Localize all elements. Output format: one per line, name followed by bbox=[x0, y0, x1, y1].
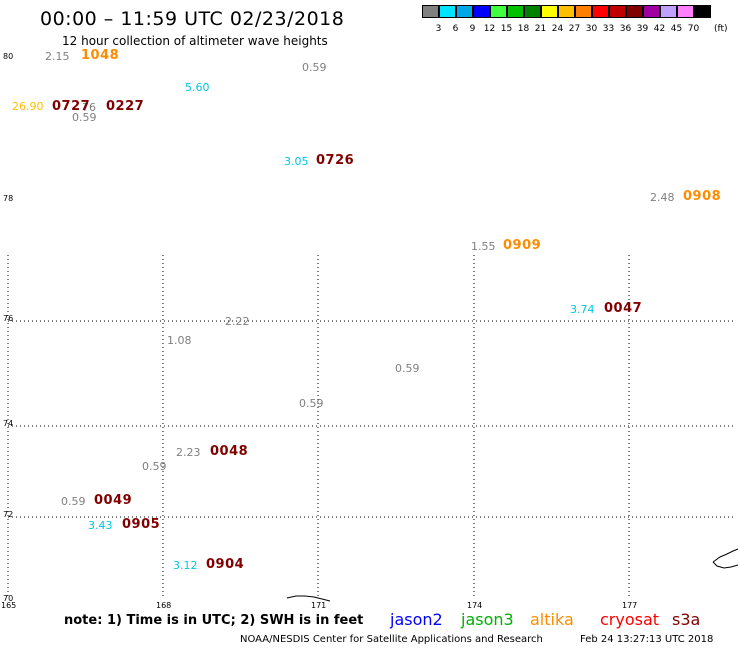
coastlines bbox=[286, 548, 739, 602]
legend-tick-label: 24 bbox=[551, 24, 564, 34]
wave-height-label: 1.08 bbox=[167, 334, 192, 347]
lat-label-80: 80 bbox=[3, 52, 14, 61]
lon-label-174: 174 bbox=[467, 601, 483, 610]
map-area bbox=[7, 255, 739, 602]
credit-line: NOAA/NESDIS Center for Satellite Applica… bbox=[240, 634, 543, 645]
wave-height-label: 0.59 bbox=[299, 397, 324, 410]
pass-time-label: 0049 bbox=[94, 493, 133, 508]
legend-swatch bbox=[575, 5, 592, 18]
pass-time-label: 0727 bbox=[52, 99, 91, 114]
legend-tick-label: 15 bbox=[500, 24, 513, 34]
wave-height-label: 0.59 bbox=[395, 362, 420, 375]
pass-time-label: 0726 bbox=[316, 153, 355, 168]
legend-tick-label: 21 bbox=[534, 24, 547, 34]
legend-swatch bbox=[507, 5, 524, 18]
legend-swatch bbox=[660, 5, 677, 18]
legend-swatch bbox=[456, 5, 473, 18]
pass-time-label: 0905 bbox=[122, 517, 161, 532]
legend-swatch bbox=[541, 5, 558, 18]
wave-height-label: 76 bbox=[82, 101, 96, 114]
lon-label-171: 171 bbox=[311, 601, 327, 610]
wave-height-label: 3.43 bbox=[88, 519, 113, 532]
legend-tick-label: 12 bbox=[483, 24, 496, 34]
legend-tick-label: 6 bbox=[452, 24, 459, 34]
satellite-label-jason2: jason2 bbox=[390, 610, 443, 629]
wave-height-label: 2.22 bbox=[225, 315, 250, 328]
legend-tick-label: 30 bbox=[585, 24, 598, 34]
legend-tick-label: 42 bbox=[653, 24, 666, 34]
legend-tick-label: 39 bbox=[636, 24, 649, 34]
satellite-label-jason3: jason3 bbox=[461, 610, 514, 629]
legend-swatch bbox=[592, 5, 609, 18]
pass-time-label: 0048 bbox=[210, 444, 249, 459]
satellite-label-s3a: s3a bbox=[672, 610, 701, 629]
wave-height-label: 0.59 bbox=[61, 495, 86, 508]
legend-tick-label: 36 bbox=[619, 24, 632, 34]
pass-time-label: 0227 bbox=[106, 99, 145, 114]
lat-label-78: 78 bbox=[3, 194, 14, 203]
pass-time-label: 0909 bbox=[503, 238, 542, 253]
legend-swatch bbox=[643, 5, 660, 18]
generated-timestamp: Feb 24 13:27:13 UTC 2018 bbox=[580, 634, 714, 645]
wave-height-label: 5.60 bbox=[185, 81, 210, 94]
legend-swatch bbox=[558, 5, 575, 18]
legend-swatch bbox=[422, 5, 439, 18]
legend-swatch bbox=[677, 5, 694, 18]
lon-label-165: 165 bbox=[1, 601, 17, 610]
map-subtitle: 12 hour collection of altimeter wave hei… bbox=[62, 34, 328, 48]
pass-time-label: 0047 bbox=[604, 301, 643, 316]
satellite-label-cryosat: cryosat bbox=[600, 610, 660, 629]
coastline-east bbox=[712, 548, 739, 569]
legend-tick-label: 70 bbox=[687, 24, 700, 34]
pass-time-label: 0908 bbox=[683, 189, 722, 204]
legend-swatch bbox=[626, 5, 643, 18]
wave-height-label: 2.23 bbox=[176, 446, 201, 459]
lat-label-76: 76 bbox=[3, 314, 14, 323]
pass-time-label: 1048 bbox=[81, 48, 120, 63]
wave-height-label: 26.90 bbox=[12, 100, 44, 113]
legend-tick-label: 18 bbox=[517, 24, 530, 34]
map-title: 00:00 – 11:59 UTC 02/23/2018 bbox=[40, 8, 345, 30]
wave-height-label: 3.12 bbox=[173, 559, 198, 572]
legend-tick-label: 3 bbox=[435, 24, 442, 34]
lon-label-168: 168 bbox=[156, 601, 172, 610]
wave-height-label: 2.15 bbox=[45, 50, 70, 63]
coastline-south bbox=[286, 595, 331, 602]
wave-height-label: 0.59 bbox=[142, 460, 167, 473]
legend-swatch bbox=[524, 5, 541, 18]
wave-height-label: 1.55 bbox=[471, 240, 496, 253]
satellite-label-altika: altika bbox=[530, 610, 574, 629]
lat-label-74: 74 bbox=[3, 419, 14, 428]
footer-note: note: 1) Time is in UTC; 2) SWH is in fe… bbox=[64, 613, 364, 628]
lat-label-70: 70 bbox=[3, 594, 14, 603]
wave-height-label: 0.59 bbox=[302, 61, 327, 74]
legend-tick-label: 9 bbox=[469, 24, 476, 34]
wave-height-label: 3.74 bbox=[570, 303, 595, 316]
legend-swatch bbox=[490, 5, 507, 18]
pass-time-label: 0904 bbox=[206, 557, 245, 572]
lon-label-177: 177 bbox=[622, 601, 638, 610]
wave-height-label: 0.59 bbox=[72, 111, 97, 124]
legend-unit: (ft) bbox=[714, 24, 728, 34]
wave-height-label: 2.48 bbox=[650, 191, 675, 204]
legend-swatch bbox=[609, 5, 626, 18]
legend-swatch bbox=[439, 5, 456, 18]
legend-tick-label: 33 bbox=[602, 24, 615, 34]
legend-swatch bbox=[694, 5, 711, 18]
legend-tick-label: 45 bbox=[670, 24, 683, 34]
legend-tick-label: 27 bbox=[568, 24, 581, 34]
wave-height-label: 3.05 bbox=[284, 155, 309, 168]
graticule bbox=[7, 255, 734, 598]
legend-swatch bbox=[473, 5, 490, 18]
lat-label-72: 72 bbox=[3, 510, 14, 519]
